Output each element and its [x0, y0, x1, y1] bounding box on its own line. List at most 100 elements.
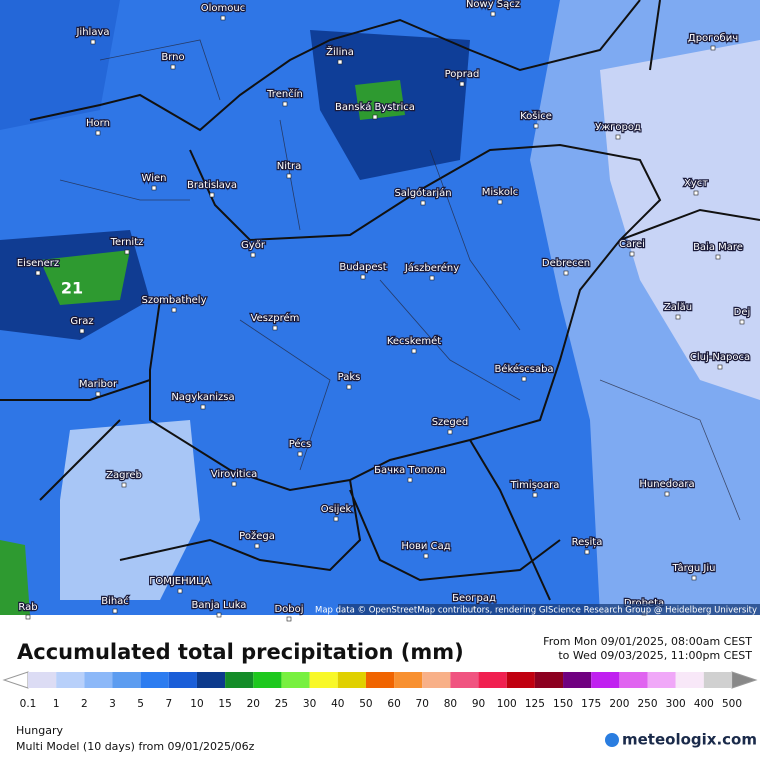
city-dot	[459, 81, 465, 87]
city-dot	[220, 15, 226, 21]
colorbar-box	[647, 672, 676, 688]
city-label: Olomouc	[201, 3, 245, 14]
city-dot	[521, 376, 527, 382]
colorbar-box	[506, 672, 535, 688]
level-label: 5	[137, 698, 144, 710]
city-dot	[447, 429, 453, 435]
colorbar-box	[675, 672, 704, 688]
colorbar-box	[112, 672, 141, 688]
city-label: Nagykanizsa	[171, 392, 234, 403]
colorbar-box	[534, 672, 564, 688]
city-label: Ternitz	[110, 237, 144, 248]
colorbar-box	[394, 672, 423, 688]
map: Olomouc Nowy Sącz Jihlava Brno Žilina Poprad Д…	[0, 0, 760, 622]
level-label: 300	[666, 698, 686, 710]
city-dot	[407, 477, 413, 483]
level-label: 25	[275, 698, 288, 710]
border	[29, 0, 641, 132]
city-dot	[112, 608, 118, 614]
city-label: Požega	[239, 530, 275, 542]
colorbar-box	[28, 672, 57, 688]
city-label: Budapest	[339, 262, 386, 273]
city-dot	[209, 192, 215, 198]
city-label: Győr	[241, 239, 266, 251]
colorbar-box	[309, 672, 338, 688]
city-dot	[346, 384, 352, 390]
city-dot	[423, 553, 429, 559]
city-label: Dej	[734, 307, 751, 318]
brand: meteologix.com	[622, 731, 757, 749]
city-label: Târgu Jiu	[672, 562, 716, 574]
city-dot	[563, 270, 569, 276]
light-area	[60, 420, 200, 600]
colorbar-box	[703, 672, 732, 688]
level-label: 175	[581, 698, 601, 710]
colorbar-box	[365, 672, 395, 688]
city-label: Baia Mare	[693, 242, 743, 253]
city-dot	[231, 481, 237, 487]
colorbar-box	[56, 672, 85, 688]
green-area	[355, 80, 405, 120]
city-label: Doboj	[274, 604, 303, 615]
city-dot	[272, 325, 278, 331]
city-dot	[35, 270, 41, 276]
city-label: Debrecen	[542, 258, 590, 269]
level-label: 15	[218, 698, 231, 710]
level-label: 90	[472, 698, 485, 710]
level-label: 40	[331, 698, 344, 710]
city-label: Brno	[161, 52, 184, 63]
period-from: From Mon 09/01/2025, 08:00am CEST	[543, 635, 752, 648]
border	[149, 143, 662, 492]
city-dot	[333, 516, 339, 522]
city-dot	[90, 39, 96, 45]
city-label: Nitra	[277, 161, 301, 172]
city-dot	[95, 130, 101, 136]
colorbar-box	[225, 672, 254, 688]
city-dot	[490, 11, 496, 17]
city-label: Wien	[142, 173, 167, 184]
city-dot	[200, 404, 206, 410]
city-label: Paks	[338, 372, 361, 383]
logo-icon	[605, 733, 619, 747]
city-label: Osijek	[321, 504, 352, 515]
city-dot	[615, 134, 621, 140]
city-labels: Olomouc Nowy Sącz Jihlava Brno Žilina Poprad Д…	[16, 0, 752, 622]
city-dot	[124, 249, 130, 255]
level-label: 1	[53, 698, 60, 710]
city-label: Salgótarján	[394, 187, 451, 199]
city-label: Poprad	[445, 69, 480, 80]
colorbar-box	[168, 672, 197, 688]
city-label: Žilina	[326, 45, 354, 58]
city-label: Ужгород	[595, 122, 641, 133]
city-dot	[171, 307, 177, 313]
lighter-area	[600, 40, 760, 400]
city-dot	[25, 614, 31, 620]
level-label: 200	[609, 698, 629, 710]
city-dot	[216, 612, 222, 618]
city-dot	[533, 123, 539, 129]
city-dot	[151, 185, 157, 191]
city-label: Rab	[18, 602, 37, 613]
green-area	[40, 250, 130, 305]
city-dot	[254, 543, 260, 549]
level-label: 400	[694, 698, 714, 710]
city-label: Maribor	[79, 379, 118, 390]
city-label: Banja Luka	[192, 600, 247, 611]
colorbar-box	[619, 672, 648, 688]
level-label: 0.1	[20, 698, 37, 710]
city-label: Cluj-Napoca	[690, 352, 750, 363]
colorbar-low	[2, 671, 29, 689]
city-dot	[715, 254, 721, 260]
city-label: Trenčín	[266, 88, 303, 100]
city-label: Békéscsaba	[494, 363, 553, 375]
legend-title: Accumulated total precipitation (mm)	[17, 640, 464, 664]
city-label: Београд	[452, 593, 496, 604]
city-dot	[360, 274, 366, 280]
border	[0, 0, 760, 601]
colorbar-box	[337, 672, 366, 688]
city-label: Хуст	[684, 178, 708, 189]
city-dot	[675, 314, 681, 320]
city-label: Szeged	[432, 417, 469, 428]
city-dot	[337, 59, 343, 65]
